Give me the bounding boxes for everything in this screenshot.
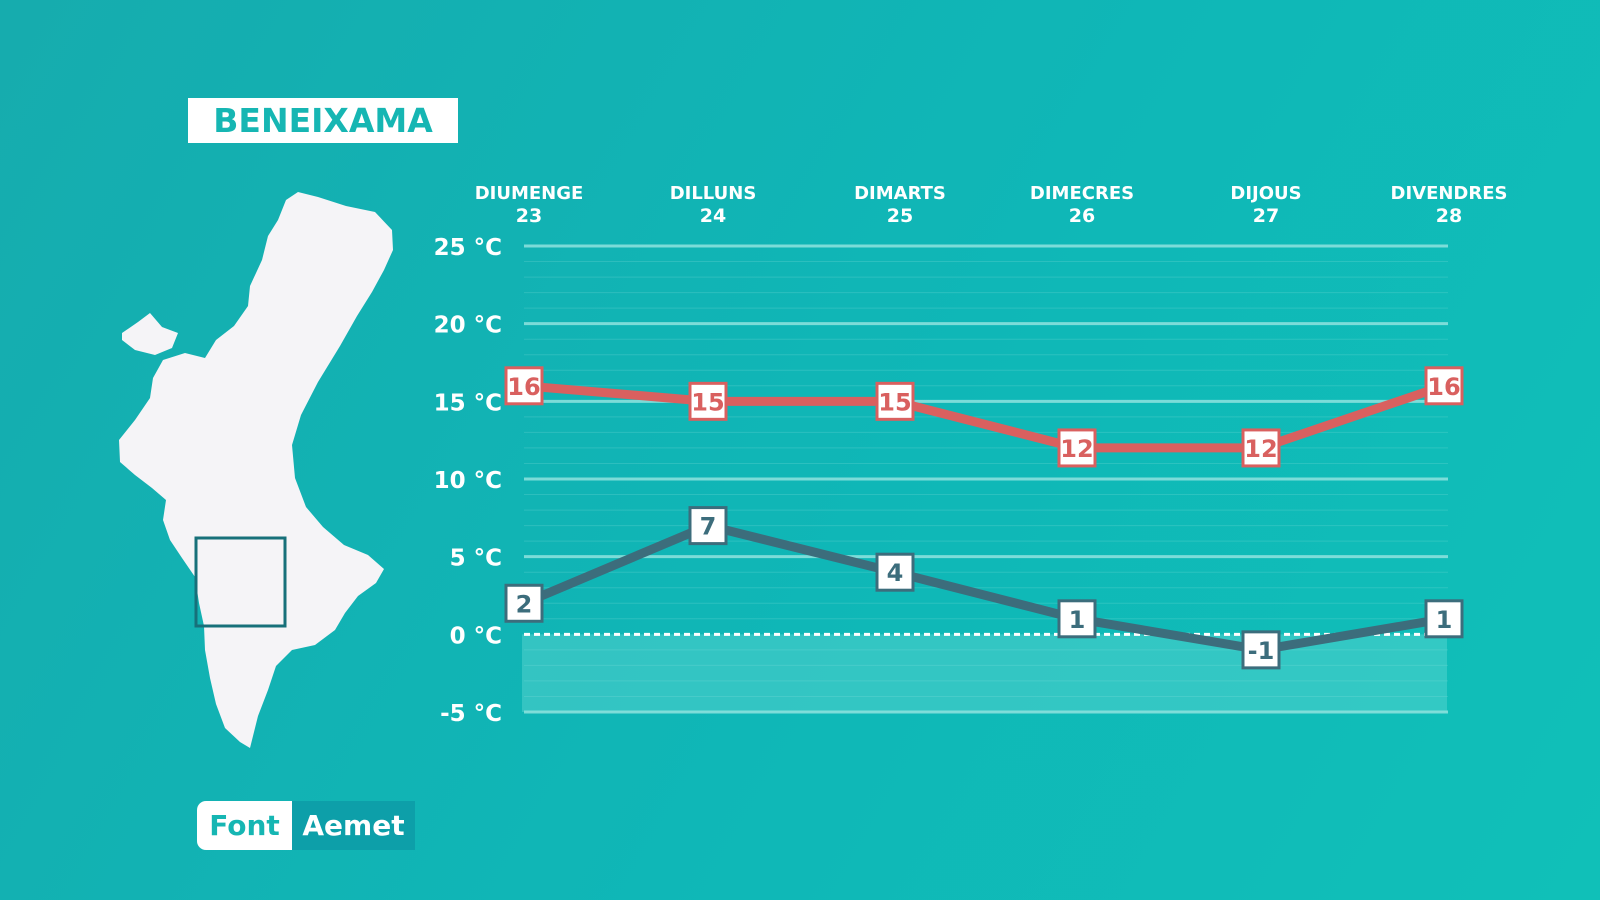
max-temperature-line <box>519 381 1449 453</box>
x-day-label: DIMARTS <box>854 183 946 204</box>
y-tick-label: 5 °C <box>450 546 502 572</box>
max-data-label: 15 <box>878 388 911 416</box>
location-title: BENEIXAMA <box>213 101 433 140</box>
max-point-marker <box>1241 428 1281 468</box>
min-data-label: 1 <box>1069 606 1086 634</box>
min-point-marker <box>688 506 728 546</box>
x-date-label: 26 <box>1069 205 1095 227</box>
max-data-label: 16 <box>1427 373 1460 401</box>
x-date-label: 27 <box>1253 205 1279 227</box>
source-credit: Font Aemet <box>197 801 415 850</box>
x-date-label: 24 <box>700 205 726 227</box>
source-label: Font <box>197 801 292 850</box>
x-date-label: 25 <box>887 205 913 227</box>
y-tick-label: 0 °C <box>450 623 502 649</box>
y-tick-label: 15 °C <box>434 390 502 416</box>
min-point-marker <box>1424 599 1464 639</box>
min-data-label: 1 <box>1436 606 1453 634</box>
x-day-label: DIMECRES <box>1030 183 1134 204</box>
min-data-label: 2 <box>516 590 533 618</box>
min-temperature-line <box>519 521 1449 655</box>
max-data-label: 15 <box>691 388 724 416</box>
min-data-label: 7 <box>700 513 717 541</box>
min-point-marker <box>875 552 915 592</box>
max-point-marker <box>1057 428 1097 468</box>
y-tick-label: -5 °C <box>440 701 502 727</box>
y-tick-label: 20 °C <box>434 313 502 339</box>
min-point-marker <box>504 583 544 623</box>
x-day-label: DIJOUS <box>1230 183 1301 204</box>
source-value: Aemet <box>292 801 415 850</box>
max-point-marker <box>1424 366 1464 406</box>
min-point-marker <box>1241 630 1281 670</box>
x-date-label: 28 <box>1436 205 1462 227</box>
min-data-label: -1 <box>1248 637 1275 665</box>
max-data-label: 16 <box>507 373 540 401</box>
min-point-marker <box>1057 599 1097 639</box>
min-data-label: 4 <box>887 559 904 587</box>
max-data-label: 12 <box>1244 435 1277 463</box>
x-day-label: DILLUNS <box>670 183 757 204</box>
max-point-marker <box>504 366 544 406</box>
y-tick-label: 25 °C <box>434 235 502 261</box>
max-data-label: 12 <box>1060 435 1093 463</box>
y-tick-label: 10 °C <box>434 468 502 494</box>
x-day-label: DIVENDRES <box>1391 183 1508 204</box>
x-day-label: DIUMENGE <box>475 183 584 204</box>
max-point-marker <box>875 381 915 421</box>
x-date-label: 23 <box>516 205 542 227</box>
location-title-box: BENEIXAMA <box>188 98 458 143</box>
max-point-marker <box>688 381 728 421</box>
